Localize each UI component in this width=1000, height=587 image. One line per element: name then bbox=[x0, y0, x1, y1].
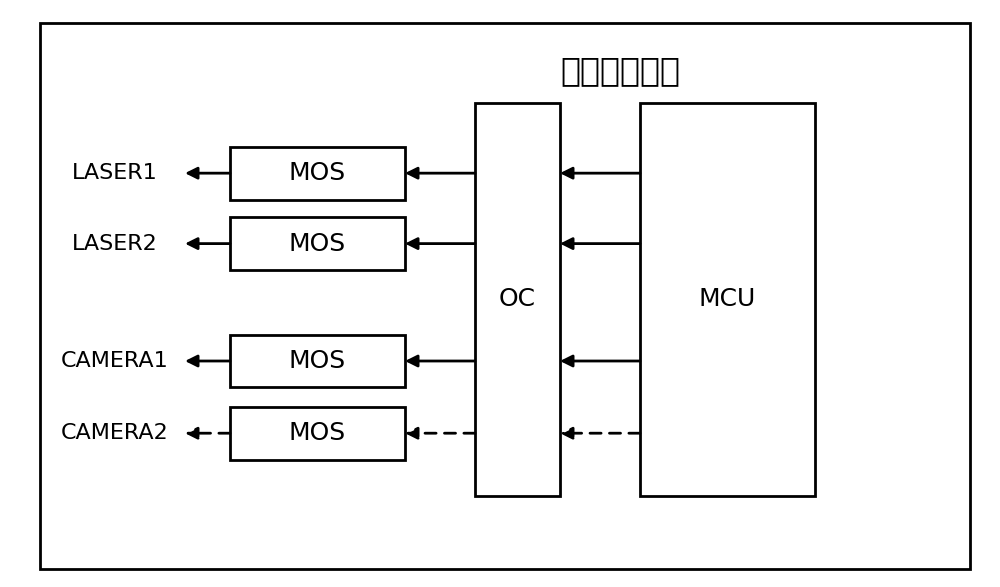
Text: CAMERA1: CAMERA1 bbox=[61, 351, 169, 371]
Text: OC: OC bbox=[499, 288, 536, 311]
Text: CAMERA2: CAMERA2 bbox=[61, 423, 169, 443]
Text: MCU: MCU bbox=[699, 288, 756, 311]
Bar bbox=[230, 147, 405, 200]
Text: MOS: MOS bbox=[289, 349, 346, 373]
Bar bbox=[640, 103, 815, 496]
Text: MOS: MOS bbox=[289, 421, 346, 445]
Text: MOS: MOS bbox=[289, 232, 346, 255]
Bar bbox=[230, 217, 405, 270]
Bar bbox=[230, 407, 405, 460]
Text: 同步触发单元: 同步触发单元 bbox=[560, 54, 680, 87]
Text: LASER2: LASER2 bbox=[72, 234, 158, 254]
Bar bbox=[475, 103, 560, 496]
Text: LASER1: LASER1 bbox=[72, 163, 158, 183]
Bar bbox=[230, 335, 405, 387]
Text: MOS: MOS bbox=[289, 161, 346, 185]
